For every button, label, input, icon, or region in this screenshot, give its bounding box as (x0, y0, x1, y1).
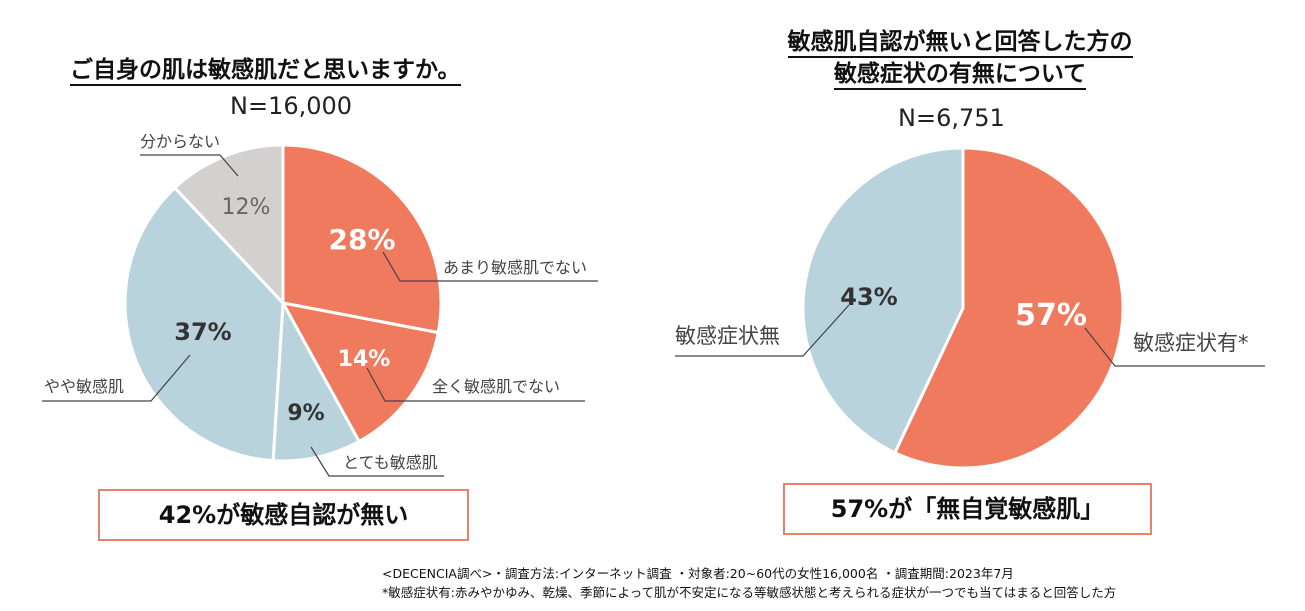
pct-label-37: 37% (174, 318, 231, 346)
right-callout-text: 57%が「無自覚敏感肌」 (830, 495, 1105, 523)
right-chart-title: 敏感肌自認が無いと回答した方の 敏感症状の有無について (740, 26, 1180, 90)
leader-line (382, 251, 598, 282)
left-callout-box: 42%が敏感自認が無い (98, 489, 469, 541)
right-title-line2: 敏感症状の有無について (833, 61, 1087, 90)
leader-line (366, 367, 585, 402)
right-callout-box: 57%が「無自覚敏感肌」 (783, 483, 1152, 535)
left-n-label: N=16,000 (230, 92, 353, 120)
pie-labels: 28% 14% 9% 37% 12% 57% 43% あまり敏感肌でない全く敏感肌でないとても… (44, 132, 1249, 472)
leader-line (310, 446, 444, 477)
category-label-shojo-nashi: 敏感症状無 (675, 324, 780, 348)
pie-slice (801, 146, 965, 455)
leader-line (1084, 327, 1265, 367)
pct-label-57: 57% (1015, 298, 1087, 333)
pie-slice (280, 300, 440, 444)
pct-label-28: 28% (328, 223, 395, 256)
pct-label-9: 9% (287, 401, 324, 426)
footnote-survey: <DECENCIA調べ>・調査方法:インターネット調査 ・対象者:20~60代の… (382, 566, 1014, 581)
pct-label-43: 43% (840, 283, 897, 311)
category-label-amari: あまり敏感肌でない (443, 258, 587, 277)
leader-line (42, 354, 191, 402)
pie-slice (892, 146, 1125, 470)
pct-label-14: 14% (338, 347, 391, 372)
pie-slice (281, 143, 443, 335)
right-n-label: N=6,751 (898, 104, 1005, 132)
footnote-definition: *敏感症状有:赤みやかゆみ、乾燥、季節によって肌が不安定になる等敏感状態と考えら… (382, 585, 1117, 600)
leader-line (675, 304, 850, 357)
pie-slice (172, 143, 285, 307)
left-chart-title: ご自身の肌は敏感肌だと思いますか。 (70, 50, 461, 86)
category-label-wakaranai: 分からない (140, 132, 220, 151)
right-pie-chart (801, 146, 1125, 470)
left-callout-text: 42%が敏感自認が無い (158, 501, 409, 529)
pie-slice (123, 185, 285, 463)
category-label-shojo-ari: 敏感症状有* (1133, 331, 1249, 355)
right-title-line1: 敏感肌自認が無いと回答した方の (787, 29, 1133, 58)
category-label-totemo: とても敏感肌 (343, 453, 438, 472)
leader-lines (42, 154, 1265, 477)
left-pie-chart (123, 143, 443, 463)
category-label-mattaku: 全く敏感肌でない (432, 377, 560, 396)
category-label-yaya: やや敏感肌 (44, 377, 124, 396)
pct-label-12: 12% (222, 195, 271, 220)
leader-line (140, 154, 239, 177)
